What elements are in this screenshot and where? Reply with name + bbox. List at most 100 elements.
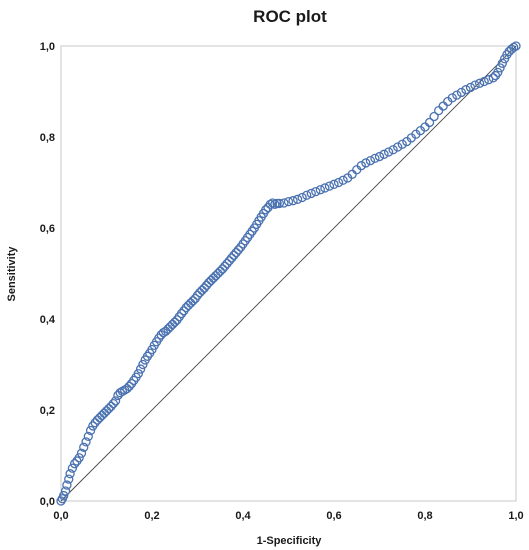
roc-point bbox=[62, 480, 72, 490]
roc-point bbox=[288, 196, 298, 206]
roc-point bbox=[265, 199, 275, 209]
roc-point bbox=[79, 442, 89, 452]
roc-point bbox=[104, 403, 114, 414]
roc-point bbox=[292, 194, 303, 204]
x-tick-label: 0,6 bbox=[326, 510, 341, 522]
roc-point bbox=[338, 175, 348, 185]
roc-point bbox=[474, 78, 485, 88]
roc-point bbox=[224, 256, 235, 266]
roc-point bbox=[383, 147, 394, 157]
roc-point bbox=[479, 76, 489, 87]
roc-point bbox=[511, 41, 521, 51]
roc-point bbox=[429, 111, 439, 122]
x-axis-ticks: 0,0 0,2 0,4 0,6 0,8 1,0 bbox=[53, 510, 523, 522]
roc-point bbox=[213, 268, 223, 279]
chart-title: ROC plot bbox=[253, 7, 327, 26]
roc-point bbox=[452, 90, 462, 100]
roc-point bbox=[365, 156, 376, 166]
roc-point bbox=[183, 300, 194, 311]
roc-point bbox=[233, 245, 244, 255]
roc-point bbox=[56, 496, 66, 506]
roc-point bbox=[81, 437, 91, 447]
y-axis-ticks: 0,0 0,2 0,4 0,6 0,8 1,0 bbox=[40, 41, 56, 508]
roc-point bbox=[274, 198, 285, 209]
roc-point bbox=[297, 192, 307, 203]
roc-point bbox=[199, 283, 209, 293]
roc-point bbox=[76, 448, 87, 458]
y-tick-label: 0,4 bbox=[40, 314, 56, 326]
roc-point bbox=[231, 247, 241, 258]
roc-point bbox=[283, 196, 294, 207]
y-tick-label: 0,2 bbox=[40, 405, 55, 417]
roc-point bbox=[356, 161, 366, 171]
y-tick-label: 0,0 bbox=[40, 496, 55, 508]
roc-point bbox=[329, 179, 339, 189]
roc-point bbox=[64, 474, 74, 484]
roc-points bbox=[56, 41, 521, 506]
roc-point bbox=[447, 93, 457, 103]
roc-point bbox=[497, 58, 508, 68]
y-tick-label: 0,6 bbox=[40, 223, 55, 235]
roc-point bbox=[370, 153, 380, 164]
roc-point bbox=[110, 396, 121, 406]
x-tick-label: 0,8 bbox=[417, 510, 432, 522]
roc-point bbox=[495, 63, 505, 73]
roc-point bbox=[186, 298, 196, 308]
roc-point bbox=[67, 463, 78, 473]
roc-point bbox=[493, 67, 503, 78]
roc-point bbox=[108, 398, 118, 409]
roc-point bbox=[461, 85, 471, 95]
roc-point bbox=[424, 117, 435, 128]
roc-point bbox=[201, 280, 212, 290]
roc-point bbox=[70, 459, 80, 469]
roc-point bbox=[267, 198, 278, 208]
roc-point bbox=[361, 158, 371, 168]
roc-point bbox=[220, 261, 230, 271]
roc-point bbox=[470, 80, 480, 90]
roc-point bbox=[261, 205, 271, 215]
y-tick-label: 0,8 bbox=[40, 132, 55, 144]
roc-point bbox=[170, 317, 180, 327]
roc-point bbox=[115, 388, 125, 398]
roc-point bbox=[279, 198, 289, 208]
x-tick-label: 0,0 bbox=[53, 510, 68, 522]
roc-point bbox=[433, 105, 444, 116]
roc-point bbox=[379, 149, 389, 159]
roc-point bbox=[393, 142, 403, 152]
roc-point bbox=[208, 273, 219, 283]
roc-point bbox=[83, 431, 93, 442]
roc-point bbox=[192, 290, 203, 300]
roc-point bbox=[206, 275, 216, 285]
roc-point bbox=[229, 250, 239, 260]
roc-point bbox=[117, 386, 128, 396]
roc-point bbox=[438, 101, 448, 111]
roc-point bbox=[456, 87, 467, 98]
y-axis-label: Sensitivity bbox=[6, 246, 18, 302]
x-axis-label: 1-Specificity bbox=[257, 535, 323, 547]
roc-point bbox=[320, 183, 330, 193]
roc-point bbox=[374, 151, 385, 162]
roc-point bbox=[488, 73, 498, 83]
roc-point bbox=[101, 406, 112, 416]
roc-point bbox=[176, 308, 187, 319]
x-tick-label: 0,4 bbox=[235, 510, 251, 522]
roc-point bbox=[397, 139, 407, 149]
y-tick-label: 1,0 bbox=[40, 41, 55, 53]
reference-diagonal-line bbox=[60, 45, 517, 502]
roc-point bbox=[122, 383, 132, 394]
plot-area-border bbox=[60, 45, 517, 502]
roc-point bbox=[188, 296, 198, 306]
roc-point bbox=[135, 364, 146, 374]
roc-point bbox=[74, 453, 84, 463]
roc-point bbox=[99, 408, 109, 418]
roc-point bbox=[324, 181, 335, 191]
roc-point bbox=[165, 322, 175, 332]
roc-point bbox=[509, 42, 519, 53]
x-tick-label: 0,2 bbox=[144, 510, 159, 522]
roc-point bbox=[315, 185, 326, 195]
roc-point bbox=[95, 413, 105, 423]
roc-point bbox=[302, 190, 312, 200]
roc-point bbox=[197, 285, 207, 295]
x-tick-label: 1,0 bbox=[508, 510, 523, 522]
